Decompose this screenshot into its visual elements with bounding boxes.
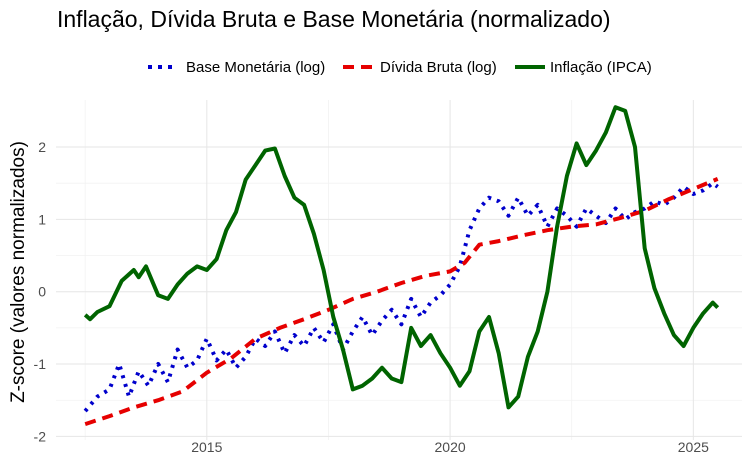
plot-grid xyxy=(56,100,742,440)
x-axis: 2015 2020 2025 xyxy=(191,439,709,455)
y-axis: -2 -1 0 1 2 xyxy=(34,139,47,444)
y-tick-label: -1 xyxy=(34,356,47,372)
y-tick-label: 2 xyxy=(38,139,46,155)
legend-label-base-monetaria: Base Monetária (log) xyxy=(186,59,325,76)
series-line-divida-bruta xyxy=(84,177,719,426)
y-tick-label: 1 xyxy=(38,211,46,227)
legend-label-inflacao: Inflação (IPCA) xyxy=(550,59,652,76)
chart-title: Inflação, Dívida Bruta e Base Monetária … xyxy=(57,6,611,32)
legend-item-inflacao: Inflação (IPCA) xyxy=(515,59,652,76)
x-tick-label: 2020 xyxy=(435,439,466,455)
x-tick-label: 2025 xyxy=(678,439,709,455)
y-axis-label: Z-score (valores normalizados) xyxy=(8,141,29,403)
legend-label-divida-bruta: Dívida Bruta (log) xyxy=(380,59,497,76)
series-line-inflacao xyxy=(83,105,720,410)
y-tick-label: -2 xyxy=(34,428,47,444)
plot-series xyxy=(83,105,720,426)
x-tick-label: 2015 xyxy=(191,439,222,455)
legend: Base Monetária (log) Dívida Bruta (log) … xyxy=(148,59,652,76)
legend-item-divida-bruta: Dívida Bruta (log) xyxy=(343,59,497,76)
legend-item-base-monetaria: Base Monetária (log) xyxy=(148,59,325,76)
y-tick-label: 0 xyxy=(38,284,46,300)
